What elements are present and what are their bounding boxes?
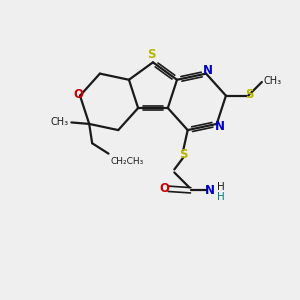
Text: N: N bbox=[202, 64, 212, 77]
Text: S: S bbox=[179, 148, 188, 161]
Text: CH₂CH₃: CH₂CH₃ bbox=[110, 157, 143, 166]
Text: N: N bbox=[215, 120, 225, 134]
Text: H: H bbox=[218, 192, 225, 202]
Text: CH₃: CH₃ bbox=[51, 117, 69, 128]
Text: H: H bbox=[218, 182, 225, 192]
Text: S: S bbox=[245, 88, 254, 101]
Text: S: S bbox=[147, 48, 156, 62]
Text: O: O bbox=[159, 182, 169, 195]
Text: CH₃: CH₃ bbox=[263, 76, 281, 86]
Text: O: O bbox=[74, 88, 83, 101]
Text: N: N bbox=[205, 184, 215, 197]
